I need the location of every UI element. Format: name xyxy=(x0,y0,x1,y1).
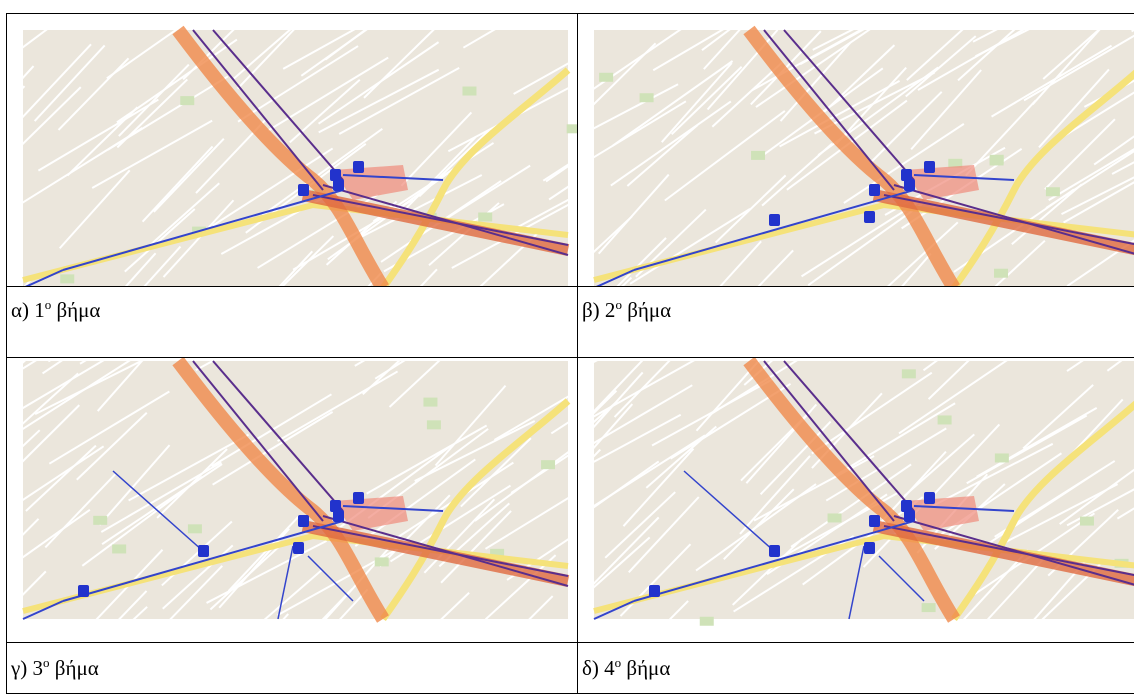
park xyxy=(938,415,952,424)
stop-marker xyxy=(649,585,660,597)
stop-marker xyxy=(864,542,875,554)
caption-label: α) 1 xyxy=(11,298,45,322)
caption-sup: ο xyxy=(45,297,52,312)
stop-marker xyxy=(869,184,880,196)
stop-marker xyxy=(864,211,875,223)
park xyxy=(188,524,202,533)
caption: α) 1ο βήμα xyxy=(11,297,100,323)
stop-marker xyxy=(330,169,341,181)
park xyxy=(478,212,492,221)
park xyxy=(902,369,916,378)
figure-table: α) 1ο βήμα β) 2ο βήμα γ) 3ο βήμα δ) 4ο β… xyxy=(6,13,1134,694)
park xyxy=(567,124,577,133)
stop-marker xyxy=(769,214,780,226)
park xyxy=(1046,187,1060,196)
street xyxy=(658,627,728,642)
park xyxy=(112,544,126,553)
map-image xyxy=(7,358,577,642)
caption-cell: δ) 4ο βήμα xyxy=(578,643,1134,694)
park xyxy=(541,460,555,469)
stop-marker xyxy=(298,184,309,196)
caption-text: βήμα xyxy=(55,656,99,680)
stop-marker xyxy=(869,515,880,527)
map xyxy=(7,358,577,642)
caption: γ) 3ο βήμα xyxy=(11,655,99,681)
stop-marker xyxy=(353,492,364,504)
caption-label: β) 2 xyxy=(582,298,615,322)
park xyxy=(922,603,936,612)
stop-marker xyxy=(901,169,912,181)
park xyxy=(180,96,194,105)
street xyxy=(573,365,577,434)
image-cell xyxy=(578,358,1134,643)
caption: δ) 4ο βήμα xyxy=(582,655,670,681)
park xyxy=(375,557,389,566)
park xyxy=(995,453,1009,462)
stop-marker xyxy=(901,500,912,512)
park xyxy=(994,269,1008,278)
park xyxy=(1080,517,1094,526)
stop-marker xyxy=(298,515,309,527)
caption-cell: α) 1ο βήμα xyxy=(7,287,578,358)
caption-sup: ο xyxy=(615,655,622,670)
caption-text: βήμα xyxy=(627,298,671,322)
caption-text: βήμα xyxy=(626,656,670,680)
stop-marker xyxy=(924,161,935,173)
image-cell xyxy=(578,14,1134,287)
stop-marker xyxy=(330,500,341,512)
park xyxy=(462,87,476,96)
map-image xyxy=(578,14,1134,286)
map xyxy=(7,14,577,286)
park xyxy=(751,151,765,160)
map xyxy=(578,14,1134,286)
caption-sup: ο xyxy=(615,297,622,312)
park xyxy=(60,274,74,283)
park xyxy=(828,513,842,522)
stop-marker xyxy=(353,161,364,173)
park xyxy=(599,73,613,82)
park xyxy=(93,516,107,525)
image-cell xyxy=(7,358,578,643)
caption-cell: β) 2ο βήμα xyxy=(578,287,1134,358)
caption-cell: γ) 3ο βήμα xyxy=(7,643,578,694)
street xyxy=(273,638,343,642)
caption-text: βήμα xyxy=(57,298,101,322)
stop-marker xyxy=(78,585,89,597)
page: {"figures": [ {"prefix": "α) 1", "sup": … xyxy=(0,0,1134,698)
park xyxy=(990,156,1004,165)
park xyxy=(700,617,714,626)
map xyxy=(578,358,1134,642)
caption-sup: ο xyxy=(43,655,50,670)
park xyxy=(423,398,437,407)
caption-label: δ) 4 xyxy=(582,656,615,680)
stop-marker xyxy=(198,545,209,557)
caption: β) 2ο βήμα xyxy=(582,297,671,323)
image-cell xyxy=(7,14,578,287)
stop-marker xyxy=(293,542,304,554)
map-image xyxy=(578,358,1134,642)
park xyxy=(640,93,654,102)
stop-marker xyxy=(769,545,780,557)
park xyxy=(427,420,441,429)
stop-marker xyxy=(924,492,935,504)
caption-label: γ) 3 xyxy=(11,656,43,680)
map-image xyxy=(7,14,577,286)
